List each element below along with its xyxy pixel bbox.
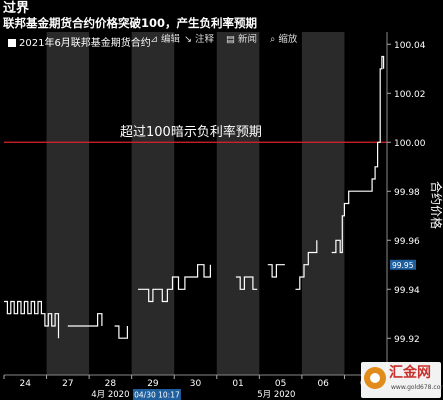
last-value-label: 99.95 bbox=[392, 261, 414, 270]
toolbar-edit-label: 编辑 bbox=[160, 34, 180, 45]
month-label: 4月 2020 bbox=[91, 390, 129, 400]
legend-swatch bbox=[8, 39, 16, 47]
series-line bbox=[114, 325, 128, 339]
toolbar-news-label: 新闻 bbox=[238, 34, 258, 45]
y-axis-label: 合约价格 bbox=[429, 181, 443, 229]
cursor-label: 04/30 10:17 bbox=[134, 391, 180, 400]
x-tick-label: 28 bbox=[105, 379, 117, 389]
y-tick-label: 99.96 bbox=[394, 237, 420, 247]
day-band bbox=[301, 32, 345, 375]
y-tick-label: 100.00 bbox=[394, 139, 426, 149]
day-band bbox=[131, 32, 175, 375]
series-line bbox=[267, 264, 285, 278]
toolbar-zoom-button[interactable]: ⌕ 缩放 bbox=[270, 34, 298, 45]
legend-label: 2021年6月联邦基金期货合约 bbox=[19, 38, 151, 49]
x-tick-label: 27 bbox=[62, 379, 73, 389]
y-tick-label: 99.98 bbox=[394, 188, 420, 198]
chart-title: 过界 bbox=[3, 1, 30, 16]
x-tick-label: 05 bbox=[275, 379, 286, 389]
y-tick-label: 99.94 bbox=[394, 286, 420, 296]
y-tick-label: 99.92 bbox=[394, 335, 420, 345]
x-tick-label: 06 bbox=[317, 379, 329, 389]
chart-annotation: 超过100暗示负利率预期 bbox=[120, 125, 262, 140]
x-tick-label: 24 bbox=[20, 379, 32, 389]
series-line bbox=[67, 313, 103, 327]
series-line bbox=[295, 240, 318, 290]
chart-subtitle: 联邦基金期货合约价格突破100，产生负利率预期 bbox=[3, 16, 258, 30]
x-tick-label: 30 bbox=[190, 379, 202, 389]
toolbar-news-button[interactable]: ▤ 新闻 bbox=[226, 34, 258, 45]
cursor-tag bbox=[132, 389, 181, 400]
toolbar-annotate-button[interactable]: ↘ 注释 bbox=[184, 34, 214, 45]
x-tick-label: 01 bbox=[232, 379, 243, 389]
y-tick-label: 100.02 bbox=[394, 90, 426, 100]
watermark-logo: 汇金网 www.gold678.com bbox=[361, 362, 443, 398]
series-line bbox=[4, 300, 60, 339]
legend: 2021年6月联邦基金期货合约 bbox=[8, 38, 151, 50]
series-line bbox=[138, 264, 211, 303]
series-line bbox=[235, 276, 258, 290]
last-value-tag bbox=[390, 259, 416, 270]
logo-icon bbox=[364, 367, 386, 389]
day-band bbox=[216, 32, 260, 375]
x-tick-label: 29 bbox=[147, 379, 159, 389]
y-tick-label: 100.04 bbox=[394, 41, 426, 51]
day-band bbox=[46, 32, 90, 375]
toolbar-annotate-label: 注释 bbox=[194, 34, 214, 45]
series-line bbox=[331, 55, 385, 254]
month-label: 5月 2020 bbox=[257, 390, 295, 400]
toolbar-zoom-label: 缩放 bbox=[278, 34, 298, 45]
toolbar-edit-button[interactable]: ⊿ 编辑 bbox=[150, 34, 180, 45]
